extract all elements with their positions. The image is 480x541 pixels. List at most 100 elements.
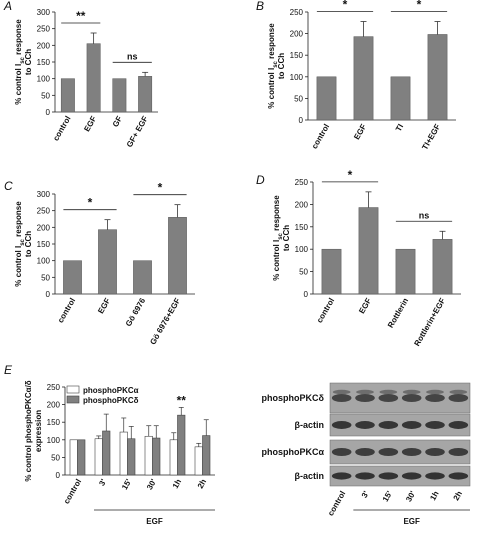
blot-beta-actin-2 [329,465,471,487]
bar [427,34,448,121]
y-tick-label: 150 [37,240,51,249]
band [379,389,398,395]
blot-beta-actin-1 [329,413,471,437]
band [448,448,469,456]
blot-row-label: β-actin [295,471,325,481]
category-label: 3' [97,477,108,487]
significance-label: * [348,168,353,182]
y-axis-label: % control Isc responseto CCh [14,19,33,105]
y-axis-label: % control Isc responseto CCh [14,201,33,287]
y-tick-label: 200 [295,200,309,209]
y-tick-label: 250 [37,25,51,34]
bar [86,43,101,113]
blot-row-label: phosphoPKCα [261,447,324,457]
band [402,389,421,395]
blot-lane-label: 2h [452,489,465,502]
y-tick-label: 250 [37,207,51,216]
band [449,389,468,395]
bar [358,207,379,295]
significance-label: * [417,0,422,12]
blot-lane-label: control [326,490,347,518]
y-tick-label: 250 [295,178,309,187]
group-label: EGF [146,517,163,526]
y-tick-label: 150 [37,58,51,67]
band [401,448,422,456]
category-label: control [56,297,77,325]
bar [133,260,152,295]
bar [77,439,86,476]
legend-swatch [66,385,80,394]
category-label: TI+EGF [420,122,442,151]
category-label: Rottlerin [386,296,410,329]
band [401,421,422,429]
bar [202,435,211,476]
y-tick-label: 100 [37,75,51,84]
bar [98,229,117,295]
blot-phosphopkcd [329,382,471,414]
y-tick-label: 100 [47,436,61,445]
category-label: GF+ EGF [125,114,150,148]
y-tick-label: 100 [290,73,304,82]
y-tick-label: 50 [41,91,50,100]
y-tick-label: 150 [295,223,309,232]
category-label: control [51,115,72,143]
panel-a: A 0 50 100 150 200 250 300 % control Isc respons… [3,0,158,149]
y-tick-label: 50 [299,268,308,277]
blot-lane-label: 15' [381,489,394,503]
bar [144,435,153,476]
legend-label: phosphoPKCδ [83,396,139,405]
y-tick-label: 0 [46,290,51,299]
band [331,472,352,480]
significance-label: ns [419,210,430,220]
panel-label: B [256,0,264,13]
band [355,472,375,480]
y-tick-label: 200 [47,401,61,410]
bar [316,76,337,121]
band [425,472,445,480]
y-axis-label: % control phosphoPKCα/δexpression [24,380,43,481]
band [448,421,469,429]
bar [119,431,128,476]
blot-lane-label: 1h [428,489,441,502]
bar [321,248,342,295]
bar [60,78,75,113]
band [331,394,352,402]
panel-d: D 0 50 100 150 200 250 % control Isc responseto… [256,168,461,348]
bar [127,438,136,476]
panel-label: E [4,363,13,377]
band [425,394,445,402]
blot-row-label: phosphoPKCδ [262,393,325,403]
band [331,448,352,456]
category-label: 1h [171,477,184,490]
y-tick-label: 0 [304,290,309,299]
bar [169,439,178,476]
bar [152,437,161,476]
blot-phosphopkca [329,439,471,465]
category-label: control [310,123,331,151]
bar [194,446,203,476]
significance-label: ns [127,51,138,61]
y-tick-label: 0 [299,116,304,125]
bar [395,248,416,295]
y-axis-label: % control Isc responseto CCh [267,23,286,109]
band [355,394,375,402]
y-tick-label: 200 [290,30,304,39]
bar [168,217,187,295]
panel-label: D [256,173,265,187]
band [332,389,351,395]
blot-row-label: β-actin [295,420,325,430]
western-blot: phosphoPKCδβ-actinphosphoPKCαβ-actincont… [261,382,471,526]
category-label: Gö 6976 [124,296,148,328]
category-label: control [315,297,336,325]
blot-lane-label: 3' [360,489,371,499]
band [425,448,445,456]
category-label: control [62,478,83,506]
band [356,389,374,395]
band [355,448,375,456]
significance-label: ** [76,9,86,23]
y-tick-label: 200 [37,41,51,50]
band [355,421,375,429]
bar [138,76,153,113]
band [378,394,399,402]
